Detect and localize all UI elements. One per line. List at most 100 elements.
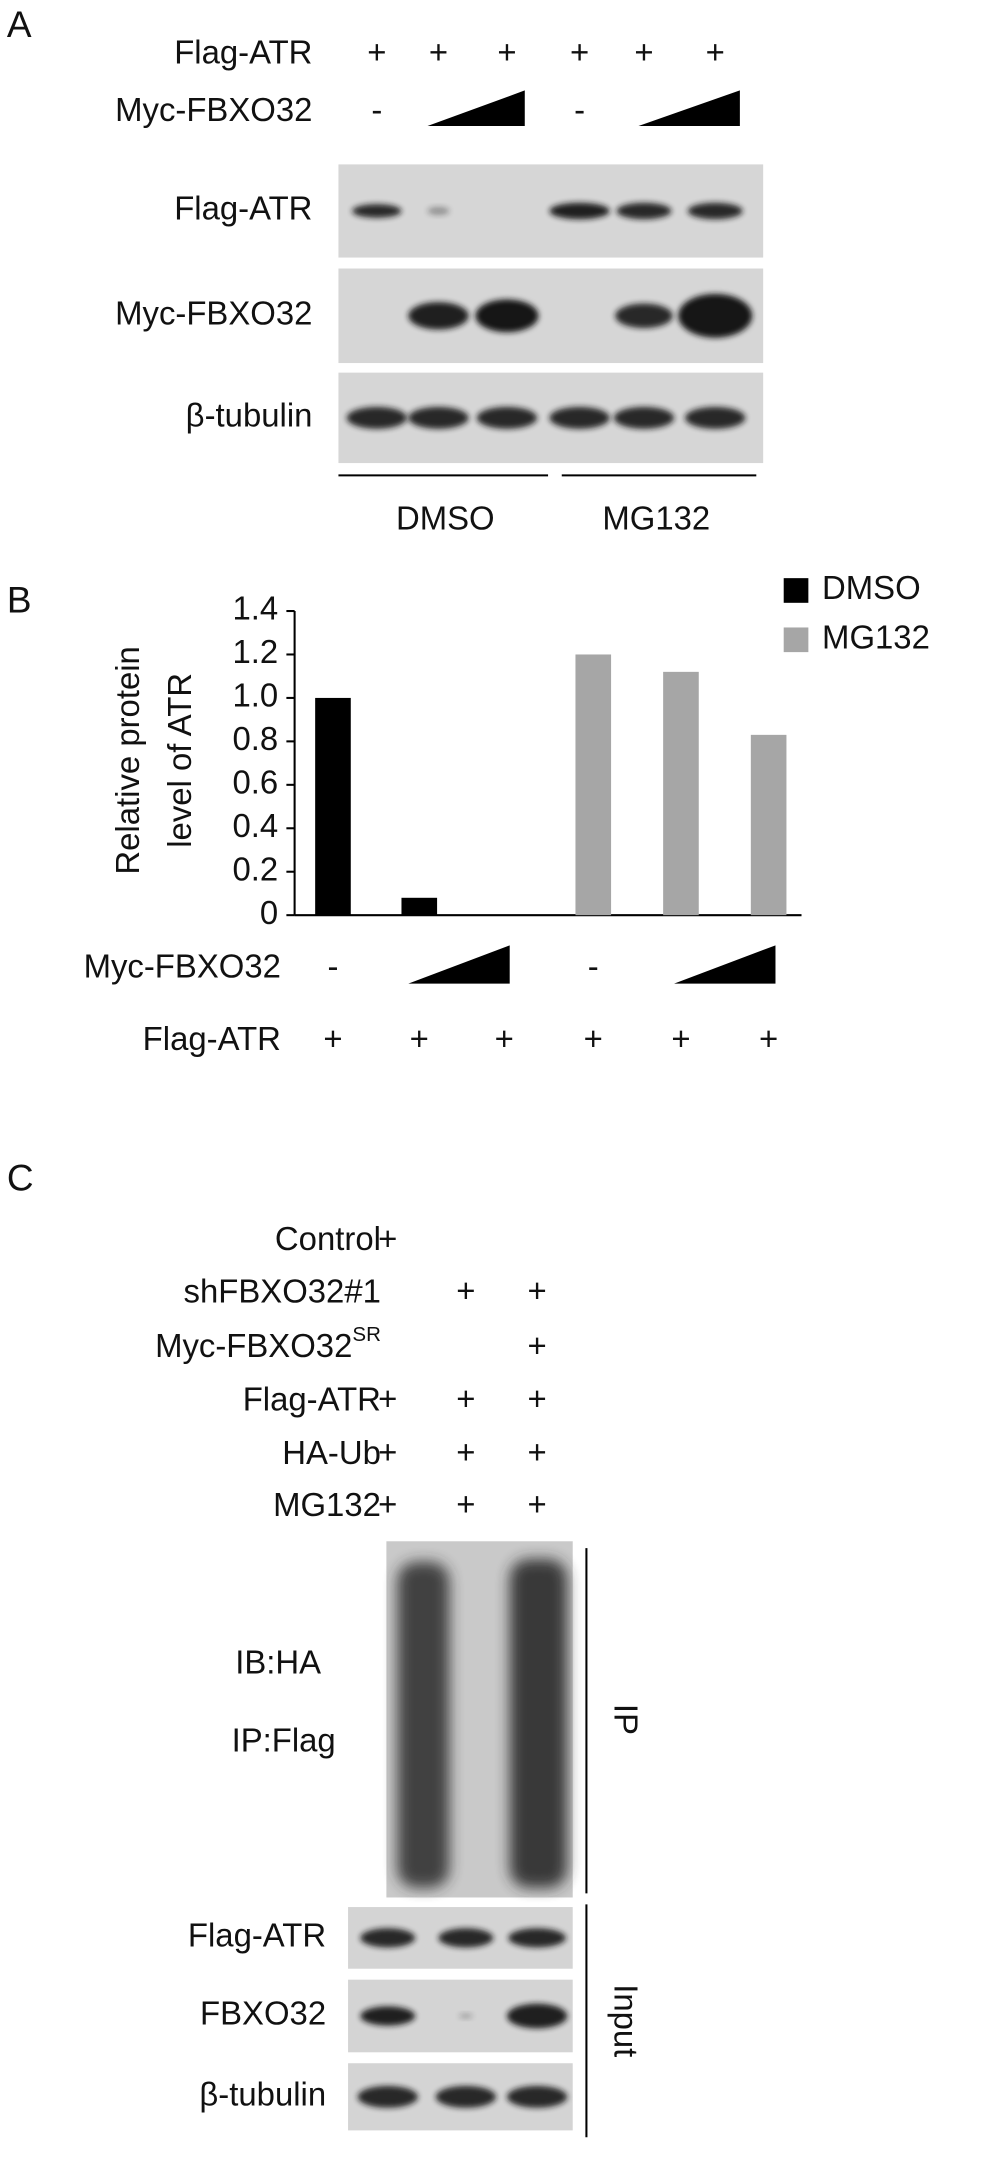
sign: +	[378, 1434, 397, 1471]
sign: +	[671, 1020, 690, 1057]
sign: -	[588, 947, 599, 984]
sign: +	[456, 1486, 475, 1523]
y-tick-label: 1.2	[232, 633, 278, 670]
legend-swatch	[783, 627, 809, 653]
sign: +	[527, 1380, 546, 1417]
sign: +	[527, 1486, 546, 1523]
y-axis-label: level of ATR	[161, 673, 198, 848]
group-label: MG132	[602, 499, 710, 536]
sign: +	[323, 1020, 342, 1057]
sign: -	[371, 91, 382, 128]
band	[360, 2006, 416, 2026]
blot-label: FBXO32	[200, 1995, 326, 2032]
blot-label: β-tubulin	[186, 397, 313, 434]
band	[678, 293, 753, 338]
ramp	[408, 945, 510, 984]
condition-label: MG132	[273, 1486, 381, 1523]
band	[506, 2085, 568, 2108]
y-tick-label: 0.8	[232, 720, 278, 757]
sign: +	[527, 1327, 546, 1364]
y-tick-label: 1.4	[232, 590, 278, 627]
ramp	[674, 945, 776, 984]
band	[506, 2003, 568, 2029]
band	[438, 1928, 494, 1948]
band	[615, 303, 673, 329]
bar	[315, 697, 351, 916]
condition-text: Flag-ATR	[243, 1380, 381, 1417]
y-tick-label: 0.6	[232, 764, 278, 801]
sign: +	[706, 33, 725, 70]
group-label: DMSO	[396, 499, 495, 536]
band	[508, 1928, 566, 1948]
condition-text: Myc-FBXO32	[155, 1327, 352, 1364]
sign: +	[497, 33, 516, 70]
y-axis-label: Relative protein	[109, 646, 146, 874]
condition-label: HA-Ub	[282, 1434, 381, 1471]
band	[435, 2085, 496, 2108]
band	[549, 406, 610, 429]
sign: +	[634, 33, 653, 70]
bar	[663, 671, 699, 916]
bar	[401, 897, 438, 916]
sign: +	[456, 1380, 475, 1417]
blot-label: IP:Flag	[232, 1721, 336, 1758]
smear	[509, 1559, 568, 1888]
condition-text: MG132	[273, 1486, 381, 1523]
sign: +	[456, 1434, 475, 1471]
sign: +	[759, 1020, 778, 1057]
condition-label: Flag-ATR	[143, 1020, 281, 1057]
condition-label: Flag-ATR	[174, 33, 312, 70]
y-tick-label: 0	[260, 894, 278, 931]
sign: +	[378, 1380, 397, 1417]
smear	[397, 1561, 450, 1888]
legend-label: MG132	[822, 618, 930, 655]
sign: +	[527, 1434, 546, 1471]
legend-swatch	[783, 578, 809, 603]
band	[357, 2085, 418, 2108]
band	[475, 299, 539, 333]
condition-label: Flag-ATR	[243, 1380, 381, 1417]
blot-label: Flag-ATR	[188, 1917, 326, 1954]
condition-text: HA-Ub	[282, 1434, 381, 1471]
sign: +	[570, 33, 589, 70]
sign: +	[584, 1020, 603, 1057]
panel-label: A	[7, 4, 32, 45]
band	[346, 406, 407, 429]
sign: +	[378, 1220, 397, 1257]
y-tick-label: 0.4	[232, 807, 278, 844]
condition-label: Myc-FBXO32	[115, 91, 312, 128]
blot-label: IB:HA	[235, 1643, 321, 1680]
ramp	[638, 90, 740, 127]
sign: +	[495, 1020, 514, 1057]
sign: -	[327, 947, 338, 984]
bar	[750, 734, 787, 916]
sign: +	[378, 1486, 397, 1523]
band	[613, 406, 675, 429]
y-tick-label: 1.0	[232, 677, 278, 714]
sign: +	[456, 1272, 475, 1309]
condition-label: shFBXO32#1	[184, 1272, 381, 1309]
condition-text: shFBXO32#1	[184, 1272, 381, 1309]
band	[352, 204, 402, 218]
ramp	[427, 90, 525, 127]
band	[685, 406, 746, 429]
condition-label: Myc-FBXO32	[84, 947, 281, 984]
band	[687, 202, 743, 220]
group-label: IP	[608, 1704, 645, 1735]
band	[616, 202, 672, 220]
band	[459, 2013, 473, 2019]
y-tick-label: 0.2	[232, 850, 278, 887]
blot-label: Flag-ATR	[174, 190, 312, 227]
band	[408, 406, 469, 429]
condition-label: Myc-FBXO32SR	[155, 1323, 381, 1364]
blot-label: β-tubulin	[199, 2076, 326, 2113]
sign: +	[410, 1020, 429, 1057]
legend-label: DMSO	[822, 569, 921, 606]
sign: -	[574, 91, 585, 128]
condition-label: Control	[275, 1220, 381, 1257]
bar	[575, 654, 612, 916]
condition-text: Control	[275, 1220, 381, 1257]
sign: +	[429, 33, 448, 70]
panel-label: B	[7, 580, 32, 621]
